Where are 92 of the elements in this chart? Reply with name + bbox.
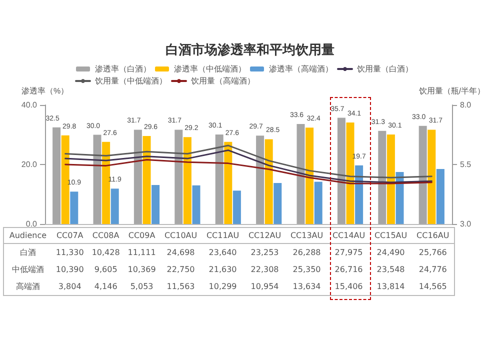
bar <box>396 172 404 224</box>
text: 10,954 <box>250 281 280 293</box>
bar <box>215 134 224 224</box>
bar <box>346 122 354 224</box>
bar <box>337 118 346 224</box>
x-tick-label: CC11AU <box>202 228 244 244</box>
x-tick-label: CC14AU <box>328 228 370 244</box>
text: 25,766 <box>418 247 448 259</box>
bar <box>134 130 142 224</box>
legend-label: 饮用量（中低端酒） <box>94 76 167 86</box>
text: 11,330 <box>54 247 85 259</box>
text: 10,390 <box>54 264 85 276</box>
bar <box>355 165 364 224</box>
bar <box>314 182 322 224</box>
y2-tick-label: 5.5 <box>460 160 472 169</box>
y-tick-label: 20.0 <box>21 160 38 169</box>
text: 13,634 <box>292 281 322 293</box>
bar <box>264 139 273 224</box>
text: 21,630 <box>208 264 238 276</box>
y-tick-label: 0.0 <box>26 220 38 228</box>
text: 22,308 <box>250 264 280 276</box>
text: 22,750 <box>166 264 196 276</box>
text: 10,299 <box>208 281 238 293</box>
y2-axis-title: 饮用量（瓶/半年） <box>418 86 486 96</box>
bar <box>232 190 241 224</box>
bar <box>192 185 200 224</box>
bar <box>93 134 102 224</box>
legend-label: 饮用量（白酒） <box>356 64 413 74</box>
text: 3,804 <box>57 281 82 293</box>
text: 26,288 <box>292 247 322 259</box>
bar <box>183 137 192 224</box>
bar <box>142 136 151 224</box>
text: 14,565 <box>418 281 448 293</box>
bar <box>52 127 61 224</box>
y-axis-title: 渗透率（%） <box>21 86 69 96</box>
legend-label: 饮用量（高端酒） <box>190 76 255 86</box>
text: 10,369 <box>126 264 157 276</box>
y-tick-label: 40.0 <box>21 100 38 110</box>
bar <box>386 134 395 224</box>
line-series <box>64 144 432 178</box>
text: Audience <box>4 228 52 244</box>
legend-label: 渗透率（中低端酒） <box>174 64 246 74</box>
text: 4,146 <box>93 281 118 293</box>
text: 25,350 <box>292 264 322 276</box>
bar <box>436 168 444 224</box>
bar <box>418 126 427 224</box>
bar <box>428 130 436 224</box>
text: 23,640 <box>208 247 238 259</box>
bar <box>306 128 314 224</box>
y2-tick-label: 3.0 <box>460 220 472 228</box>
x-tick-label: CC10AU <box>160 228 202 244</box>
text: 9,605 <box>93 264 118 276</box>
text: 10,428 <box>90 247 121 259</box>
text: 中低端酒 <box>10 264 45 276</box>
x-tick-label: CC12AU <box>244 228 286 244</box>
legend-label: 渗透率（高端酒） <box>269 64 333 74</box>
bar <box>102 142 110 224</box>
text: 白酒 <box>18 247 37 259</box>
x-tick-label: CC08A <box>88 228 124 244</box>
line-series <box>64 149 432 184</box>
bar <box>61 135 70 224</box>
text: 高端酒 <box>14 281 41 293</box>
line-series <box>64 158 432 184</box>
x-tick-label: CC15AU <box>370 228 412 244</box>
text: 23,253 <box>250 247 280 259</box>
legend-label: 渗透率（白酒） <box>95 64 151 74</box>
text: 13,814 <box>376 281 406 293</box>
text: 15,406 <box>334 281 364 293</box>
x-tick-label: CC16AU <box>412 228 454 244</box>
bar <box>70 192 78 224</box>
chart-title: 白酒市场渗透率和平均饮用量 <box>166 42 334 57</box>
text: 24,698 <box>166 247 196 259</box>
bar <box>110 188 119 224</box>
x-tick-label: CC09A <box>124 228 160 244</box>
text: 24,490 <box>376 247 406 259</box>
text: 26,716 <box>334 264 364 276</box>
y2-tick-label: 8.0 <box>460 100 472 110</box>
bar <box>224 142 232 224</box>
x-tick-label: CC07A <box>52 228 88 244</box>
bar <box>256 136 264 224</box>
bar <box>274 182 282 224</box>
text: 27,975 <box>334 247 364 259</box>
bar <box>152 185 160 224</box>
bar <box>378 130 386 224</box>
text: 11,563 <box>166 281 196 293</box>
bar <box>174 130 183 224</box>
text: 24,776 <box>418 264 448 276</box>
text: 11,111 <box>126 247 157 259</box>
bar <box>296 124 305 224</box>
x-tick-label: CC13AU <box>286 228 328 244</box>
text: 5,053 <box>129 281 154 293</box>
text: 23,548 <box>376 264 406 276</box>
